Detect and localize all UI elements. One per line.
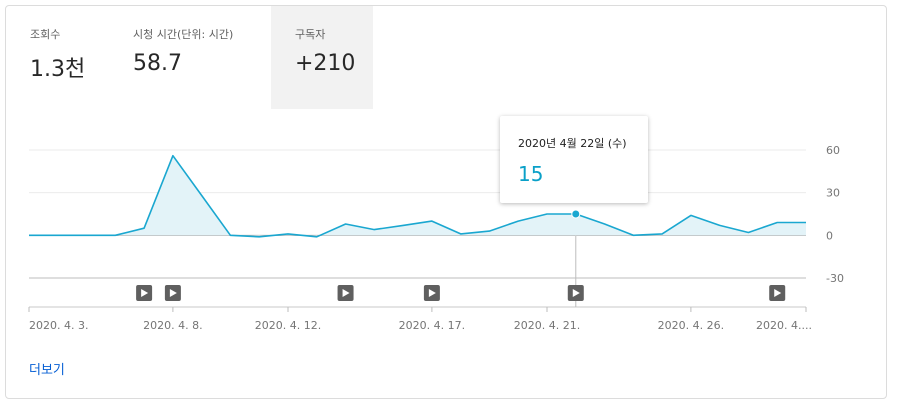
video-play-icon[interactable]: [164, 285, 181, 301]
video-play-icon[interactable]: [337, 285, 354, 301]
metric-tab-subscribers[interactable]: 구독자 +210: [271, 6, 373, 109]
metric-tab-watch-time[interactable]: 시청 시간(단위: 시간) 58.7: [116, 6, 271, 109]
x-tick-label: 2020. 4. 8.: [143, 319, 202, 332]
x-tick-label: 2020. 4. 12.: [255, 319, 321, 332]
video-play-icon[interactable]: [769, 285, 786, 301]
y-tick-label: -30: [826, 272, 844, 285]
chart-tooltip: 2020년 4월 22일 (수) 15: [500, 116, 648, 203]
x-tick-label: 2020. 4. 21.: [514, 319, 580, 332]
metric-label: 시청 시간(단위: 시간): [133, 28, 234, 41]
y-tick-label: 60: [826, 144, 840, 157]
metric-value: 1.3천: [30, 57, 86, 82]
x-tick-label: 2020. 4....: [756, 319, 812, 332]
series-line: [29, 154, 806, 238]
metric-label: 구독자: [295, 28, 326, 41]
x-tick-label: 2020. 4. 3.: [29, 319, 88, 332]
x-tick-label: 2020. 4. 17.: [399, 319, 465, 332]
video-play-icon[interactable]: [423, 285, 440, 301]
metric-value: +210: [295, 51, 356, 76]
tooltip-value: 15: [518, 162, 544, 186]
video-play-icon[interactable]: [136, 285, 153, 301]
see-more-link[interactable]: 더보기: [29, 363, 65, 378]
metric-label: 조회수: [30, 28, 61, 41]
highlighted-data-point: [571, 209, 581, 219]
metric-value: 58.7: [133, 51, 182, 76]
video-play-icon[interactable]: [567, 285, 584, 301]
y-tick-label: 30: [826, 187, 840, 200]
metric-tab-views[interactable]: 조회수 1.3천: [6, 6, 116, 109]
tooltip-date: 2020년 4월 22일 (수): [518, 137, 627, 150]
series-area: [29, 155, 806, 237]
y-tick-label: 0: [826, 229, 833, 242]
analytics-card: 조회수 1.3천 시청 시간(단위: 시간) 58.7 구독자 +210: [5, 5, 887, 399]
x-tick-label: 2020. 4. 26.: [658, 319, 724, 332]
